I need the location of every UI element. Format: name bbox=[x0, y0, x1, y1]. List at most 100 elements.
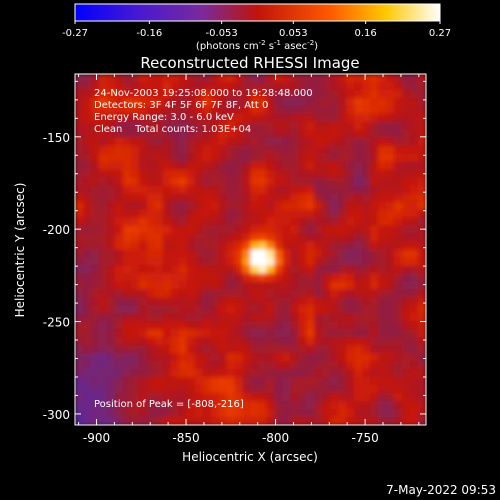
heatmap-cell bbox=[394, 145, 403, 155]
heatmap-cell bbox=[378, 297, 387, 306]
heatmap-cell bbox=[282, 385, 291, 394]
heatmap-cell bbox=[194, 217, 204, 227]
heatmap-cell bbox=[186, 393, 196, 402]
heatmap-cell bbox=[90, 361, 100, 370]
heatmap-cell bbox=[378, 105, 387, 115]
heatmap-cell bbox=[242, 161, 252, 171]
heatmap-cell bbox=[98, 345, 108, 354]
heatmap-cell bbox=[75, 185, 84, 195]
heatmap-cell bbox=[162, 225, 172, 235]
heatmap-cell bbox=[122, 177, 132, 187]
heatmap-cell bbox=[370, 105, 379, 115]
heatmap-cell bbox=[306, 345, 315, 354]
heatmap-cell bbox=[274, 145, 284, 155]
heatmap-cell bbox=[106, 249, 116, 259]
heatmap-cell bbox=[418, 361, 426, 370]
heatmap-cell bbox=[282, 81, 291, 91]
heatmap-cell bbox=[298, 321, 307, 330]
heatmap-cell bbox=[314, 74, 323, 83]
heatmap-cell bbox=[202, 257, 212, 267]
heatmap-cell bbox=[290, 121, 299, 131]
heatmap-cell bbox=[178, 393, 188, 402]
heatmap-cell bbox=[138, 145, 148, 155]
heatmap-cell bbox=[402, 273, 411, 283]
heatmap-cell bbox=[370, 89, 379, 99]
heatmap-cell bbox=[82, 313, 92, 322]
heatmap-cell bbox=[266, 289, 276, 298]
heatmap-cell bbox=[378, 257, 387, 267]
heatmap-cell bbox=[394, 225, 403, 235]
heatmap-cell bbox=[234, 137, 244, 147]
heatmap-cell bbox=[338, 409, 347, 418]
heatmap-cell bbox=[418, 217, 426, 227]
heatmap-cell bbox=[266, 361, 276, 370]
heatmap-cell bbox=[194, 137, 204, 147]
heatmap-cell bbox=[378, 249, 387, 259]
heatmap-cell bbox=[362, 89, 371, 99]
heatmap-cell bbox=[106, 121, 116, 131]
heatmap-cell bbox=[130, 161, 140, 171]
heatmap-cell bbox=[122, 409, 132, 418]
heatmap-cell bbox=[298, 137, 307, 147]
heatmap-cell bbox=[274, 361, 284, 370]
heatmap-cell bbox=[346, 417, 355, 425]
heatmap-cell bbox=[106, 113, 116, 123]
heatmap-cell bbox=[394, 241, 403, 251]
heatmap-cell bbox=[154, 121, 164, 131]
heatmap-cell bbox=[138, 289, 148, 298]
heatmap-cell bbox=[290, 89, 299, 99]
heatmap-cell bbox=[418, 153, 426, 163]
timestamp: 7-May-2022 09:53 bbox=[386, 483, 496, 497]
heatmap-cell bbox=[122, 233, 132, 243]
heatmap-cell bbox=[306, 185, 315, 195]
heatmap-cell bbox=[234, 193, 244, 203]
heatmap-cell bbox=[122, 217, 132, 227]
heatmap-cell bbox=[402, 217, 411, 227]
heatmap-cell bbox=[194, 233, 204, 243]
heatmap-cell bbox=[178, 185, 188, 195]
heatmap-cell bbox=[226, 129, 236, 139]
heatmap-cell bbox=[218, 209, 228, 219]
heatmap-cell bbox=[178, 273, 188, 283]
heatmap-cell bbox=[258, 217, 268, 227]
heatmap-cell bbox=[138, 329, 148, 338]
heatmap-cell bbox=[226, 401, 236, 410]
heatmap-cell bbox=[330, 281, 339, 290]
heatmap-cell bbox=[170, 137, 180, 147]
heatmap-cell bbox=[338, 353, 347, 362]
heatmap-cell bbox=[234, 121, 244, 131]
heatmap-cell bbox=[162, 169, 172, 179]
heatmap-cell bbox=[218, 74, 228, 83]
heatmap-cell bbox=[82, 241, 92, 251]
heatmap-cell bbox=[258, 193, 268, 203]
heatmap-cell bbox=[410, 137, 419, 147]
heatmap-cell bbox=[170, 217, 180, 227]
heatmap-cell bbox=[314, 337, 323, 346]
heatmap-cell bbox=[90, 177, 100, 187]
heatmap-cell bbox=[75, 121, 84, 131]
heatmap-cell bbox=[202, 281, 212, 290]
heatmap-cell bbox=[290, 225, 299, 235]
heatmap-cell bbox=[362, 313, 371, 322]
heatmap-cell bbox=[82, 233, 92, 243]
heatmap-cell bbox=[130, 89, 140, 99]
heatmap-cell bbox=[250, 153, 260, 163]
heatmap-cell bbox=[250, 353, 260, 362]
heatmap-cell bbox=[90, 89, 100, 99]
heatmap-cell bbox=[346, 209, 355, 219]
heatmap-cell bbox=[234, 129, 244, 139]
heatmap-cell bbox=[186, 121, 196, 131]
heatmap-cell bbox=[75, 353, 84, 362]
heatmap-cell bbox=[362, 201, 371, 211]
heatmap-cell bbox=[114, 217, 124, 227]
heatmap-cell bbox=[274, 289, 284, 298]
heatmap-cell bbox=[122, 121, 132, 131]
heatmap-cell bbox=[290, 417, 299, 425]
heatmap-cell bbox=[202, 225, 212, 235]
heatmap-cell bbox=[354, 369, 363, 378]
heatmap-cell bbox=[98, 289, 108, 298]
heatmap-cell bbox=[338, 249, 347, 259]
heatmap-cell bbox=[194, 353, 204, 362]
heatmap-cell bbox=[386, 201, 395, 211]
